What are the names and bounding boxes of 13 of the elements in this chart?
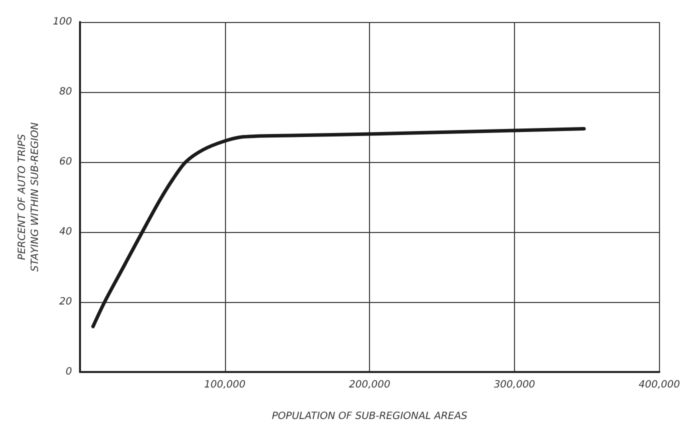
y-axis-title: PERCENT OF AUTO TRIPS STAYING WITHIN SUB-REGION (17, 122, 41, 272)
y-tick-label: 100 (52, 16, 72, 28)
y-tick-label: 20 (59, 296, 72, 308)
x-tick-label: 200,000 (348, 380, 390, 390)
y-tick-label: 60 (59, 156, 72, 168)
x-tick-label: 100,000 (204, 380, 246, 390)
y-tick-label: 0 (66, 366, 72, 378)
line-series (91, 127, 586, 328)
x-tick-label: 300,000 (494, 380, 536, 390)
x-axis-title: POPULATION OF SUB-REGIONAL AREAS (272, 411, 468, 422)
x-tick-label: 400,000 (638, 380, 680, 390)
y-tick-label: 40 (59, 226, 72, 238)
y-tick-label: 80 (59, 86, 72, 98)
